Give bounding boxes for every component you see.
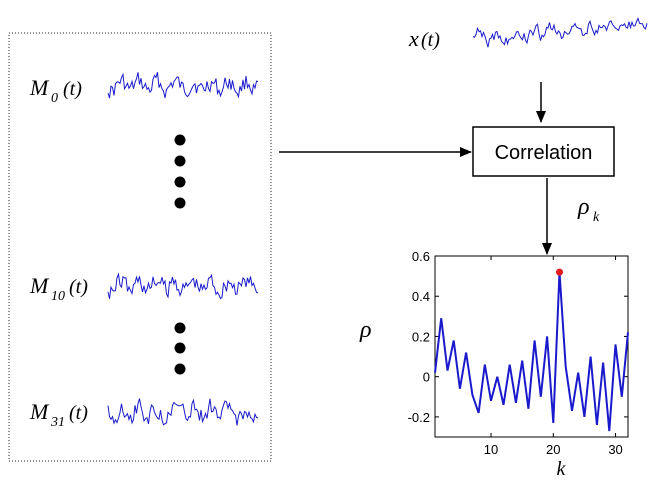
svg-text:M: M: [29, 399, 50, 424]
svg-text:31: 31: [50, 415, 65, 430]
chart-series-line: [434, 272, 629, 432]
chart-x-tick-label: 20: [546, 442, 560, 457]
svg-text:M: M: [29, 273, 50, 298]
model-label-m0: M 0 (t): [29, 75, 82, 106]
ellipsis-dots-lower: [174, 322, 186, 375]
chart-x-tick-label: 10: [484, 442, 498, 457]
svg-text:(t): (t): [63, 78, 82, 100]
correlation-chart: -0.2 0 0.2 0.4 0.6 10 20 30 ρ k: [359, 249, 629, 480]
correlation-box: Correlation: [472, 126, 615, 177]
svg-text:(t): (t): [421, 29, 440, 51]
svg-text:(t): (t): [69, 402, 88, 424]
correlation-label: Correlation: [495, 142, 593, 164]
model-waveform-m31: [107, 398, 259, 426]
chart-y-tick-label: 0.4: [412, 289, 430, 304]
svg-text:x: x: [408, 26, 419, 51]
chart-x-tick-label: 30: [608, 442, 622, 457]
chart-y-axis-label: ρ: [359, 317, 372, 343]
model-label-m10: M 10 (t): [29, 273, 88, 304]
model-waveform-m0: [107, 72, 259, 99]
svg-text:10: 10: [51, 289, 65, 304]
chart-y-tick-label: 0: [423, 370, 430, 385]
model-label-m31: M 31 (t): [29, 399, 88, 430]
model-waveform-m10: [107, 272, 259, 300]
chart-x-axis-label: k: [557, 458, 567, 480]
svg-text:k: k: [593, 210, 600, 225]
ellipsis-dots-upper: [174, 134, 186, 209]
svg-text:0: 0: [51, 91, 58, 106]
output-label: ρ k: [577, 194, 600, 225]
input-signal-label: x (t): [408, 26, 440, 51]
chart-y-tick-label: 0.6: [412, 249, 430, 264]
input-waveform: [472, 17, 648, 48]
chart-y-tick-label: -0.2: [408, 410, 430, 425]
chart-y-tick-label: 0.2: [412, 329, 430, 344]
svg-text:(t): (t): [69, 276, 88, 298]
svg-text:M: M: [29, 75, 50, 100]
svg-text:ρ: ρ: [577, 194, 590, 220]
chart-peak-marker: [556, 268, 564, 276]
